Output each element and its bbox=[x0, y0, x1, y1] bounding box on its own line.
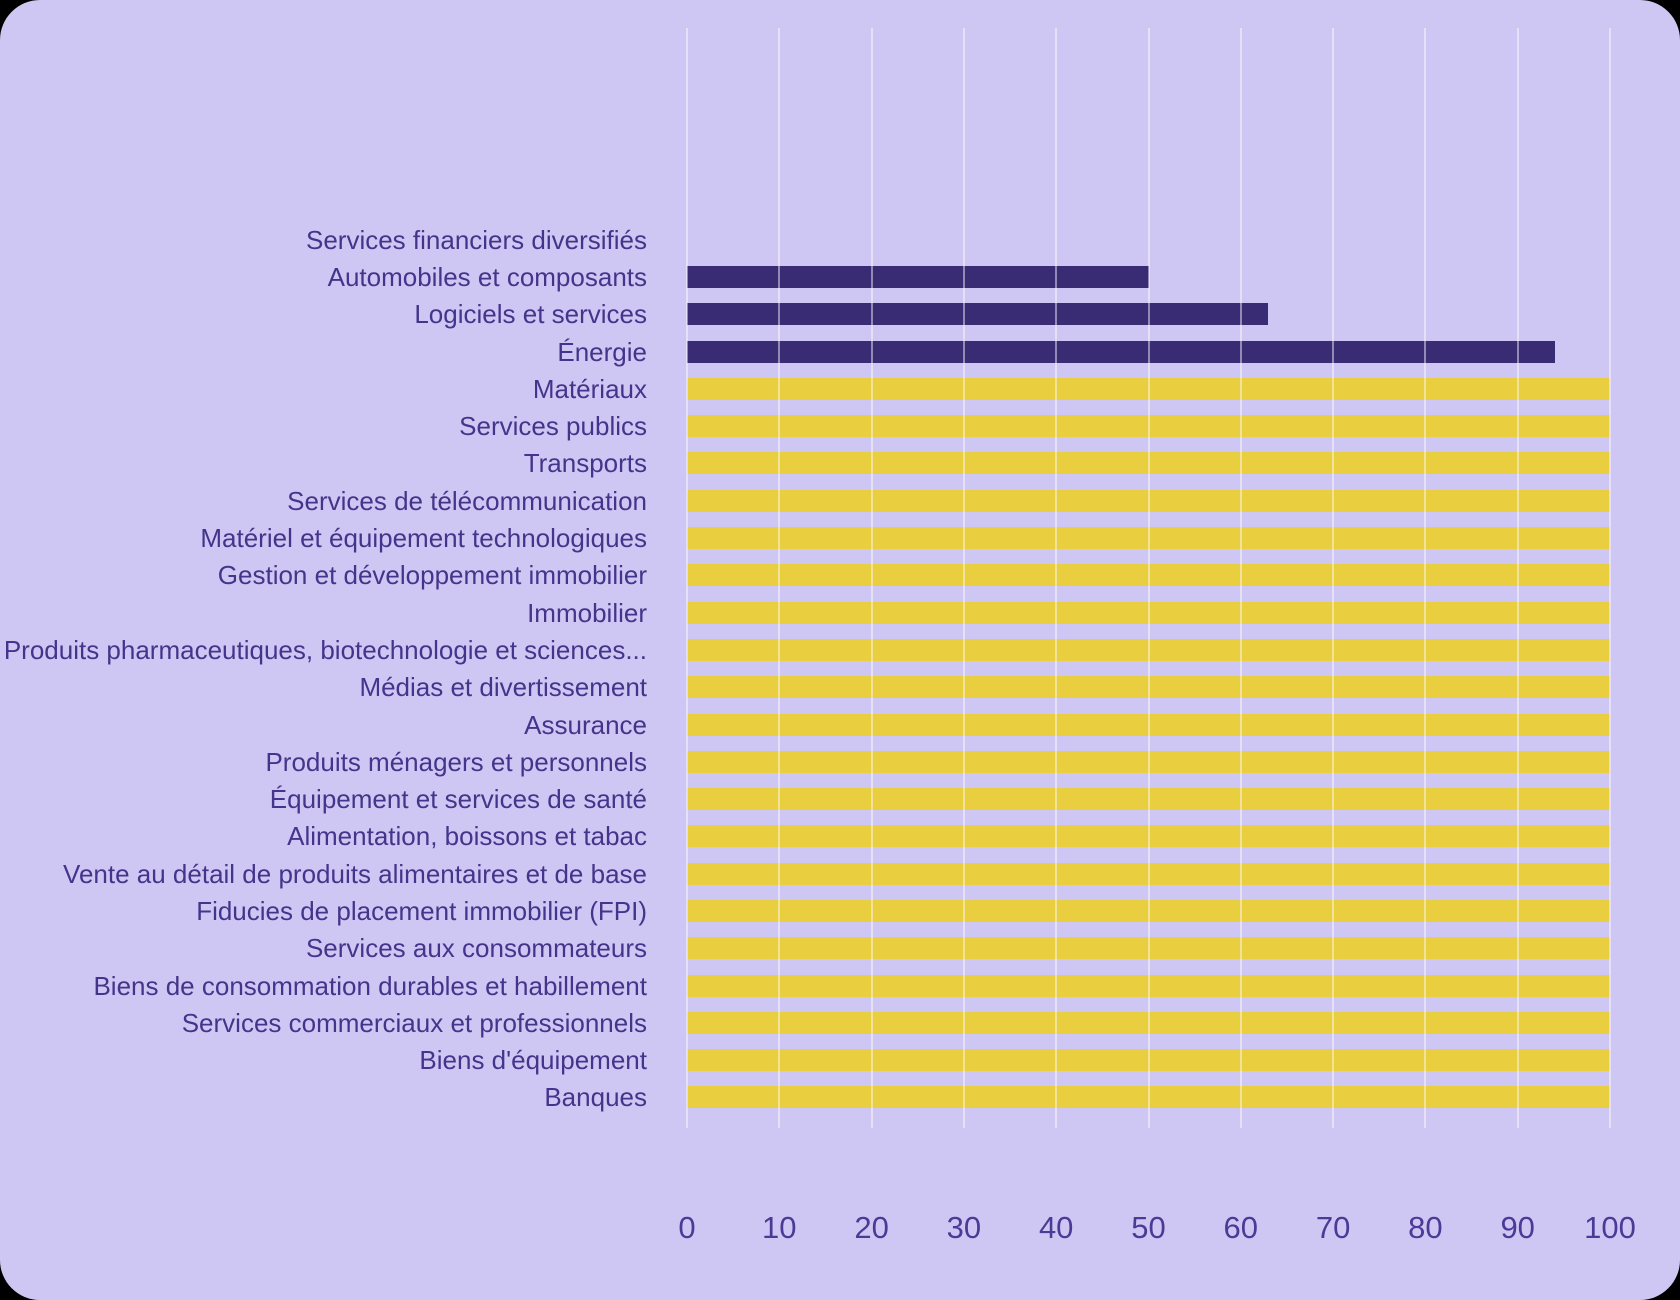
category-label: Transports bbox=[523, 448, 647, 479]
bar-row: Immobilier bbox=[0, 594, 1610, 631]
bar-row: Produits ménagers et personnels bbox=[0, 743, 1610, 780]
bar-row: Biens d'équipement bbox=[0, 1042, 1610, 1079]
bar-row: Biens de consommation durables et habill… bbox=[0, 967, 1610, 1004]
category-label: Immobilier bbox=[527, 597, 647, 628]
x-tick-label-100: 100 bbox=[1584, 1210, 1636, 1245]
bar-5[interactable] bbox=[687, 377, 1610, 400]
bar-10[interactable] bbox=[687, 564, 1610, 587]
category-label: Logiciels et services bbox=[414, 299, 647, 330]
bar-15[interactable] bbox=[687, 750, 1610, 773]
bar-22[interactable] bbox=[687, 1011, 1610, 1034]
category-label: Gestion et développement immobilier bbox=[217, 560, 647, 591]
bar-row: Alimentation, boissons et tabac bbox=[0, 818, 1610, 855]
bar-8[interactable] bbox=[687, 489, 1610, 512]
category-label: Équipement et services de santé bbox=[269, 784, 647, 815]
bar-9[interactable] bbox=[687, 527, 1610, 550]
category-label: Produits pharmaceutiques, biotechnologie… bbox=[3, 634, 647, 665]
bar-row: Assurance bbox=[0, 706, 1610, 743]
bar-7[interactable] bbox=[687, 452, 1610, 475]
category-label: Énergie bbox=[557, 336, 647, 367]
bar-13[interactable] bbox=[687, 676, 1610, 699]
bar-11[interactable] bbox=[687, 601, 1610, 624]
category-label: Biens d'équipement bbox=[419, 1045, 647, 1076]
x-tick-label-10: 10 bbox=[762, 1210, 797, 1245]
bar-12[interactable] bbox=[687, 638, 1610, 661]
bar-14[interactable] bbox=[687, 713, 1610, 736]
category-label: Assurance bbox=[524, 709, 647, 740]
x-tick-label-70: 70 bbox=[1315, 1210, 1351, 1245]
bar-17[interactable] bbox=[687, 825, 1610, 848]
x-tick-label-60: 60 bbox=[1223, 1210, 1259, 1245]
bar-row: Automobiles et composants bbox=[0, 258, 1610, 295]
x-tick-label-50: 50 bbox=[1131, 1210, 1166, 1245]
category-label: Fiducies de placement immobilier (FPI) bbox=[196, 895, 647, 926]
bar-row: Fiducies de placement immobilier (FPI) bbox=[0, 892, 1610, 929]
bar-row: Services publics bbox=[0, 407, 1610, 444]
bar-row: Énergie bbox=[0, 333, 1610, 370]
bar-3[interactable] bbox=[687, 303, 1269, 326]
category-label: Services aux consommateurs bbox=[305, 933, 647, 964]
category-label: Matériaux bbox=[532, 373, 647, 404]
bar-row: Services financiers diversifiés bbox=[0, 221, 1610, 258]
x-tick-label-30: 30 bbox=[946, 1210, 982, 1245]
category-label: Vente au détail de produits alimentaires… bbox=[63, 858, 647, 889]
x-tick-label-80: 80 bbox=[1408, 1210, 1443, 1245]
category-label: Services financiers diversifiés bbox=[305, 224, 647, 255]
category-label: Matériel et équipement technologiques bbox=[200, 523, 647, 554]
bar-19[interactable] bbox=[687, 899, 1610, 922]
bar-row: Vente au détail de produits alimentaires… bbox=[0, 855, 1610, 892]
category-label: Services commerciaux et professionnels bbox=[181, 1007, 647, 1038]
category-label: Biens de consommation durables et habill… bbox=[93, 970, 647, 1001]
bar-16[interactable] bbox=[687, 788, 1610, 811]
bar-6[interactable] bbox=[687, 415, 1610, 438]
bar-row: Services commerciaux et professionnels bbox=[0, 1004, 1610, 1041]
bar-rows-container: Services financiers diversifiés Automobil… bbox=[0, 221, 1610, 1116]
bar-row: Transports bbox=[0, 445, 1610, 482]
bar-row: Services de télécommunication bbox=[0, 482, 1610, 519]
category-label: Alimentation, boissons et tabac bbox=[287, 821, 647, 852]
category-label: Services publics bbox=[459, 411, 647, 442]
x-tick-label-40: 40 bbox=[1038, 1210, 1074, 1245]
category-label: Banques bbox=[544, 1082, 647, 1113]
category-label: Services de télécommunication bbox=[287, 485, 647, 516]
category-label: Produits ménagers et personnels bbox=[265, 746, 647, 777]
bar-row: Équipement et services de santé bbox=[0, 780, 1610, 817]
category-label: Médias et divertissement bbox=[359, 672, 647, 703]
bar-4[interactable] bbox=[687, 340, 1555, 363]
bar-2[interactable] bbox=[687, 265, 1149, 288]
bar-row: Services aux consommateurs bbox=[0, 930, 1610, 967]
bar-row: Matériaux bbox=[0, 370, 1610, 407]
bar-row: Logiciels et services bbox=[0, 296, 1610, 333]
bar-row: Gestion et développement immobilier bbox=[0, 557, 1610, 594]
x-tick-label-90: 90 bbox=[1500, 1210, 1535, 1245]
bar-row: Produits pharmaceutiques, biotechnologie… bbox=[0, 631, 1610, 668]
bar-18[interactable] bbox=[687, 862, 1610, 885]
category-label: Automobiles et composants bbox=[327, 261, 647, 292]
bar-row: Médias et divertissement bbox=[0, 669, 1610, 706]
bar-23[interactable] bbox=[687, 1049, 1610, 1072]
x-tick-label-0: 0 bbox=[678, 1210, 696, 1245]
bar-row: Banques bbox=[0, 1079, 1610, 1116]
bar-21[interactable] bbox=[687, 974, 1610, 997]
x-tick-label-20: 20 bbox=[854, 1210, 889, 1245]
bar-20[interactable] bbox=[687, 937, 1610, 960]
bar-24[interactable] bbox=[687, 1086, 1610, 1109]
bar-row: Matériel et équipement technologiques bbox=[0, 519, 1610, 556]
